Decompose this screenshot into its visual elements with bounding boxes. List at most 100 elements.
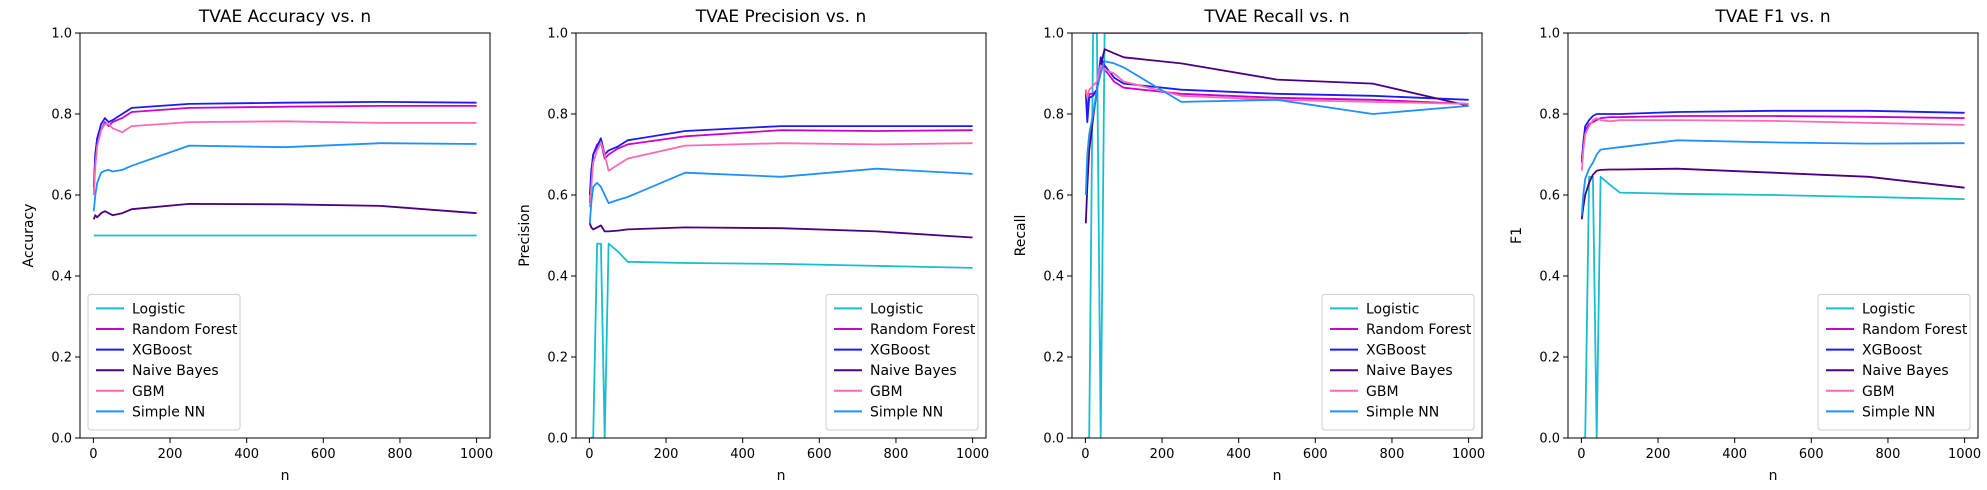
series-line-naive-bayes xyxy=(1580,167,1965,220)
legend-label: Logistic xyxy=(1862,301,1915,317)
x-tick-label: 600 xyxy=(807,447,832,462)
y-tick-label: 0.6 xyxy=(547,189,568,204)
y-axis-label: Precision xyxy=(517,204,533,266)
y-axis-label: F1 xyxy=(1509,227,1525,244)
legend-label: Logistic xyxy=(132,301,185,317)
series-line-logistic xyxy=(1085,33,1469,438)
series-group xyxy=(588,125,973,438)
series-group xyxy=(1580,109,1965,438)
x-tick-label: 800 xyxy=(884,447,909,462)
x-tick-label: 400 xyxy=(1226,447,1251,462)
x-tick-label: 1000 xyxy=(956,447,989,462)
legend-label: Naive Bayes xyxy=(1862,363,1949,379)
series-line-naive-bayes xyxy=(92,202,477,220)
x-tick-label: 200 xyxy=(1646,447,1671,462)
x-tick-label: 0 xyxy=(585,447,593,462)
series-group xyxy=(1084,33,1469,438)
legend-label: Random Forest xyxy=(1366,322,1472,338)
x-axis-label: n xyxy=(777,468,786,484)
y-tick-label: 1.0 xyxy=(51,27,72,42)
chart-panel-0: 0 200 400 600 800 1000 0.0 0.2 0.4 0.6 0.8 1.0 TVAE … xyxy=(21,7,493,484)
x-tick-label: 1000 xyxy=(1948,447,1981,462)
y-tick-label: 1.0 xyxy=(1043,27,1064,42)
legend-label: GBM xyxy=(132,384,165,400)
x-axis-label: n xyxy=(281,468,290,484)
series-line-gbm xyxy=(92,120,477,196)
y-axis-label: Recall xyxy=(1013,215,1029,257)
legend-label: XGBoost xyxy=(1862,343,1922,359)
x-tick-label: 800 xyxy=(1876,447,1901,462)
x-tick-label: 1000 xyxy=(1452,447,1485,462)
legend-label: GBM xyxy=(870,384,903,400)
series-line-xgboost xyxy=(1580,109,1965,163)
legend-label: Logistic xyxy=(870,301,923,317)
series-line-naive-bayes xyxy=(1084,48,1469,224)
series-line-naive-bayes xyxy=(588,222,973,239)
chart-panel-2: 0 200 400 600 800 1000 0.0 0.2 0.4 0.6 0.8 1.0 TVAE … xyxy=(1013,7,1485,484)
legend-label: Simple NN xyxy=(1366,404,1439,420)
x-tick-label: 1000 xyxy=(460,447,493,462)
legend-label: Naive Bayes xyxy=(1366,363,1453,379)
chart-title: TVAE Accuracy vs. n xyxy=(198,7,371,27)
y-tick-label: 0.8 xyxy=(51,108,72,123)
legend-frame xyxy=(1321,293,1475,431)
x-axis-label: n xyxy=(1273,468,1282,484)
x-tick-label: 600 xyxy=(1303,447,1328,462)
legend-frame xyxy=(1817,293,1971,431)
series-line-random-forest xyxy=(92,105,477,196)
legend-label: Random Forest xyxy=(132,322,238,338)
series-line-logistic xyxy=(1581,175,1965,438)
plot-frame xyxy=(79,32,491,439)
y-tick-label: 0.4 xyxy=(1043,270,1064,285)
y-tick-label: 0.0 xyxy=(51,432,72,447)
x-tick-label: 800 xyxy=(1380,447,1405,462)
y-tick-label: 0.2 xyxy=(1539,351,1560,366)
y-tick-label: 0.0 xyxy=(1539,432,1560,447)
series-line-logistic xyxy=(589,242,973,438)
series-line-random-forest xyxy=(588,129,973,204)
x-tick-label: 400 xyxy=(234,447,259,462)
legend-label: Random Forest xyxy=(870,322,976,338)
legend-label: XGBoost xyxy=(1366,343,1426,359)
legend-label: Simple NN xyxy=(870,404,943,420)
series-line-gbm xyxy=(1580,117,1965,171)
x-tick-label: 200 xyxy=(654,447,679,462)
x-tick-label: 200 xyxy=(158,447,183,462)
x-tick-label: 200 xyxy=(1150,447,1175,462)
legend-label: Logistic xyxy=(1366,301,1419,317)
chart-panel-3: 0 200 400 600 800 1000 0.0 0.2 0.4 0.6 0.8 1.0 TVAE … xyxy=(1509,7,1981,484)
x-tick-label: 600 xyxy=(1799,447,1824,462)
y-tick-label: 0.4 xyxy=(51,270,72,285)
x-tick-label: 0 xyxy=(1577,447,1585,462)
series-group xyxy=(92,101,477,237)
chart-panel-1: 0 200 400 600 800 1000 0.0 0.2 0.4 0.6 0.8 1.0 TVAE … xyxy=(517,7,989,484)
x-tick-label: 0 xyxy=(89,447,97,462)
y-tick-label: 0.6 xyxy=(1043,189,1064,204)
chart-title: TVAE Recall vs. n xyxy=(1203,7,1349,27)
y-tick-label: 0.8 xyxy=(1043,108,1064,123)
y-axis-label: Accuracy xyxy=(21,204,37,268)
x-tick-label: 400 xyxy=(1722,447,1747,462)
series-line-simple-nn xyxy=(588,167,973,224)
legend-label: Naive Bayes xyxy=(132,363,219,379)
legend: Logistic Random Forest XGBoost Naive Bayes G… xyxy=(1321,293,1475,431)
legend-label: GBM xyxy=(1366,384,1399,400)
y-tick-label: 1.0 xyxy=(1539,27,1560,42)
series-line-simple-nn xyxy=(92,142,477,212)
legend-frame xyxy=(87,293,241,431)
y-tick-label: 0.0 xyxy=(547,432,568,447)
legend-label: XGBoost xyxy=(132,343,192,359)
y-tick-label: 0.8 xyxy=(1539,108,1560,123)
series-line-simple-nn xyxy=(1084,60,1469,196)
series-line-xgboost xyxy=(92,101,477,187)
legend-label: Naive Bayes xyxy=(870,363,957,379)
y-tick-label: 0.2 xyxy=(1043,351,1064,366)
y-tick-label: 0.4 xyxy=(547,270,568,285)
legend-label: Simple NN xyxy=(1862,404,1935,420)
legend: Logistic Random Forest XGBoost Naive Bayes G… xyxy=(1817,293,1971,431)
series-line-random-forest xyxy=(1580,115,1965,159)
plot-frame xyxy=(1071,32,1483,439)
series-line-random-forest xyxy=(1084,60,1469,115)
legend: Logistic Random Forest XGBoost Naive Bayes G… xyxy=(87,293,241,431)
